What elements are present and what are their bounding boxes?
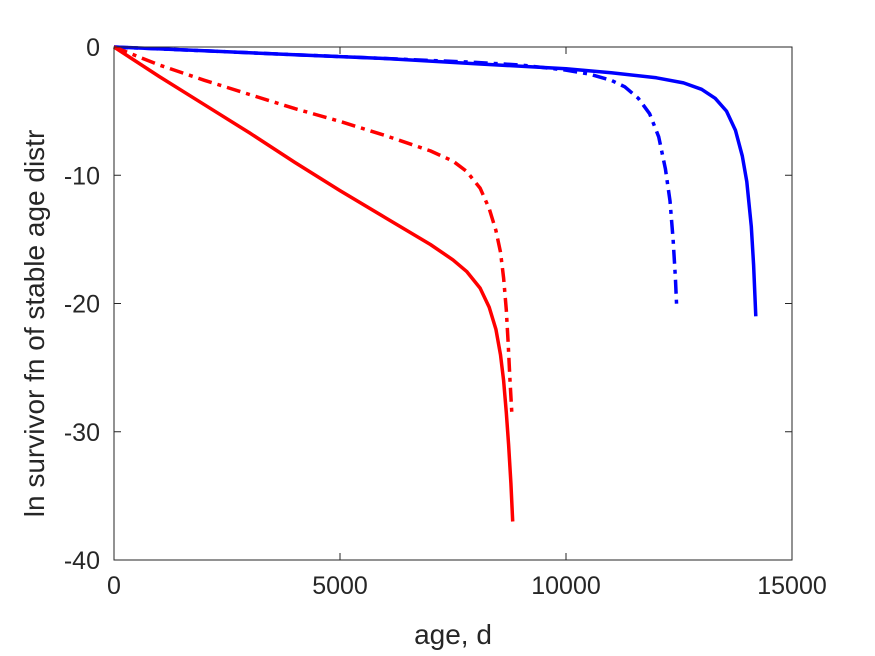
x-tick-label: 5000 <box>312 572 368 600</box>
y-tick-label: -10 <box>64 162 100 190</box>
x-tick-label: 15000 <box>757 572 827 600</box>
series-line-3-red-solid <box>113 45 515 522</box>
x-tick-label: 10000 <box>531 572 601 600</box>
x-axis-label: age, d <box>414 619 492 650</box>
series-line-4-red-dashdot <box>113 45 514 413</box>
y-tick-label: 0 <box>86 34 100 62</box>
series-line-1-blue-solid <box>113 45 758 317</box>
x-tick-label: 0 <box>107 572 121 600</box>
y-tick-label: -30 <box>64 419 100 447</box>
series-layer <box>113 45 758 522</box>
y-tick-label: -40 <box>64 547 100 575</box>
y-axis-label: ln survivor fn of stable age distr <box>19 130 50 518</box>
y-tick-label: -20 <box>64 291 100 319</box>
tick-layer: 0 5000 10000 15000 0 -10 -20 -30 -40 <box>64 34 827 600</box>
